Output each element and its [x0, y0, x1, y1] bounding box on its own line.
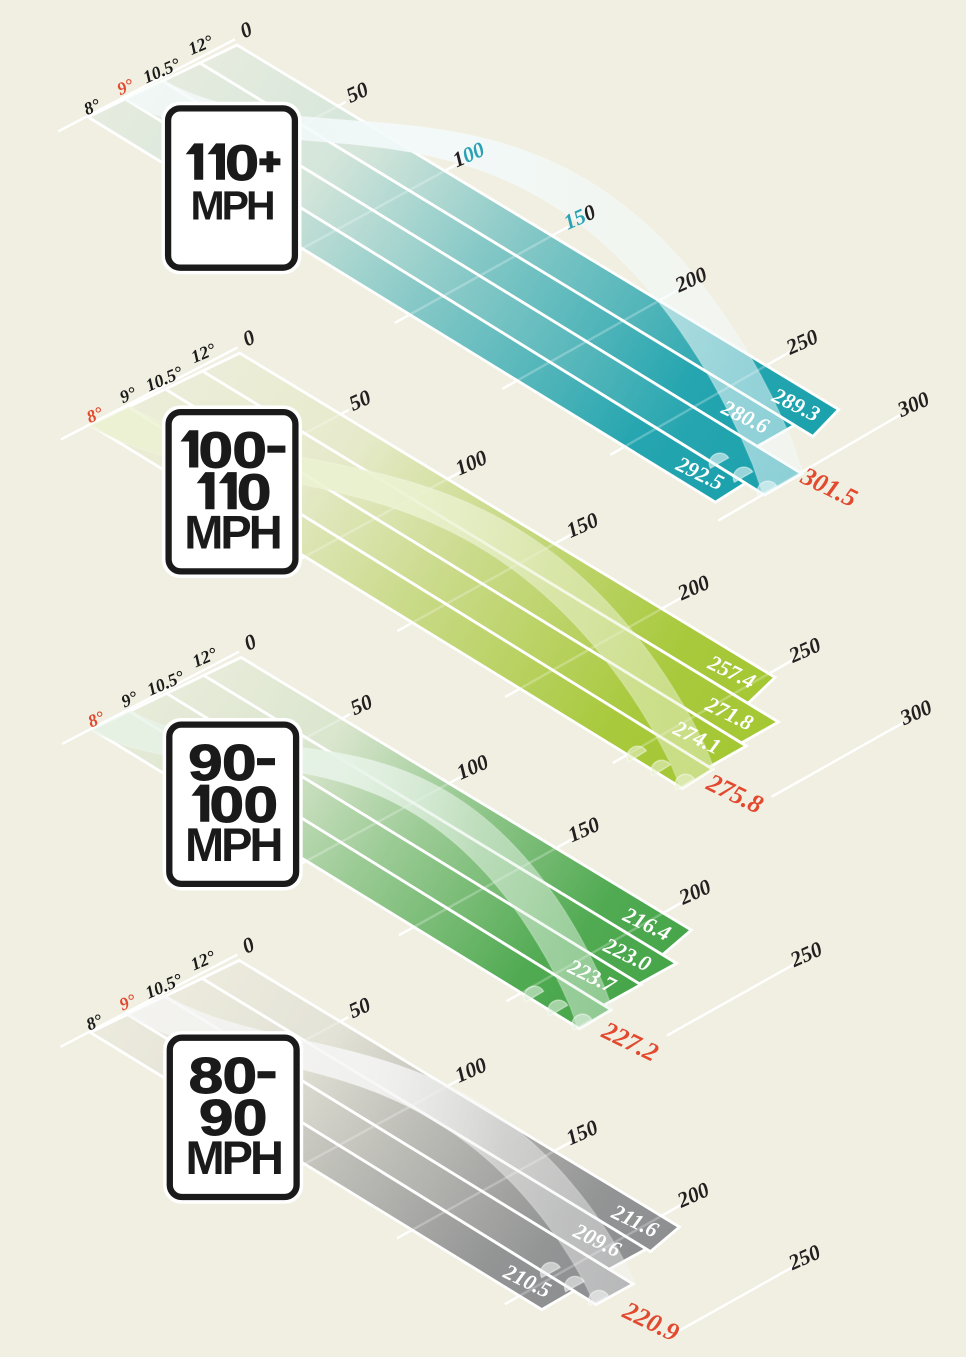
- svg-text:0: 0: [233, 1090, 268, 1146]
- svg-text:0: 0: [222, 735, 257, 791]
- svg-text:0: 0: [225, 135, 259, 191]
- svg-text:0: 0: [209, 777, 244, 833]
- svg-text:8°: 8°: [83, 402, 106, 427]
- svg-text:8: 8: [189, 1048, 224, 1104]
- svg-text:0: 0: [237, 464, 272, 520]
- svg-text:9°: 9°: [116, 990, 139, 1015]
- svg-text:8°: 8°: [85, 707, 108, 732]
- svg-text:0: 0: [243, 777, 278, 833]
- svg-text:MPH: MPH: [185, 818, 281, 871]
- svg-text:9°: 9°: [118, 687, 141, 712]
- svg-text:MPH: MPH: [184, 505, 280, 558]
- svg-text:MPH: MPH: [190, 183, 273, 229]
- svg-text:9: 9: [188, 735, 223, 791]
- svg-text:0: 0: [222, 1048, 257, 1104]
- svg-text:9°: 9°: [114, 74, 137, 99]
- svg-text:0: 0: [232, 423, 267, 479]
- svg-text:9°: 9°: [117, 382, 140, 407]
- svg-text:MPH: MPH: [185, 1131, 281, 1184]
- svg-text:0: 0: [198, 423, 233, 479]
- svg-text:8°: 8°: [81, 94, 104, 119]
- svg-text:8°: 8°: [83, 1010, 106, 1035]
- svg-text:9: 9: [199, 1090, 234, 1146]
